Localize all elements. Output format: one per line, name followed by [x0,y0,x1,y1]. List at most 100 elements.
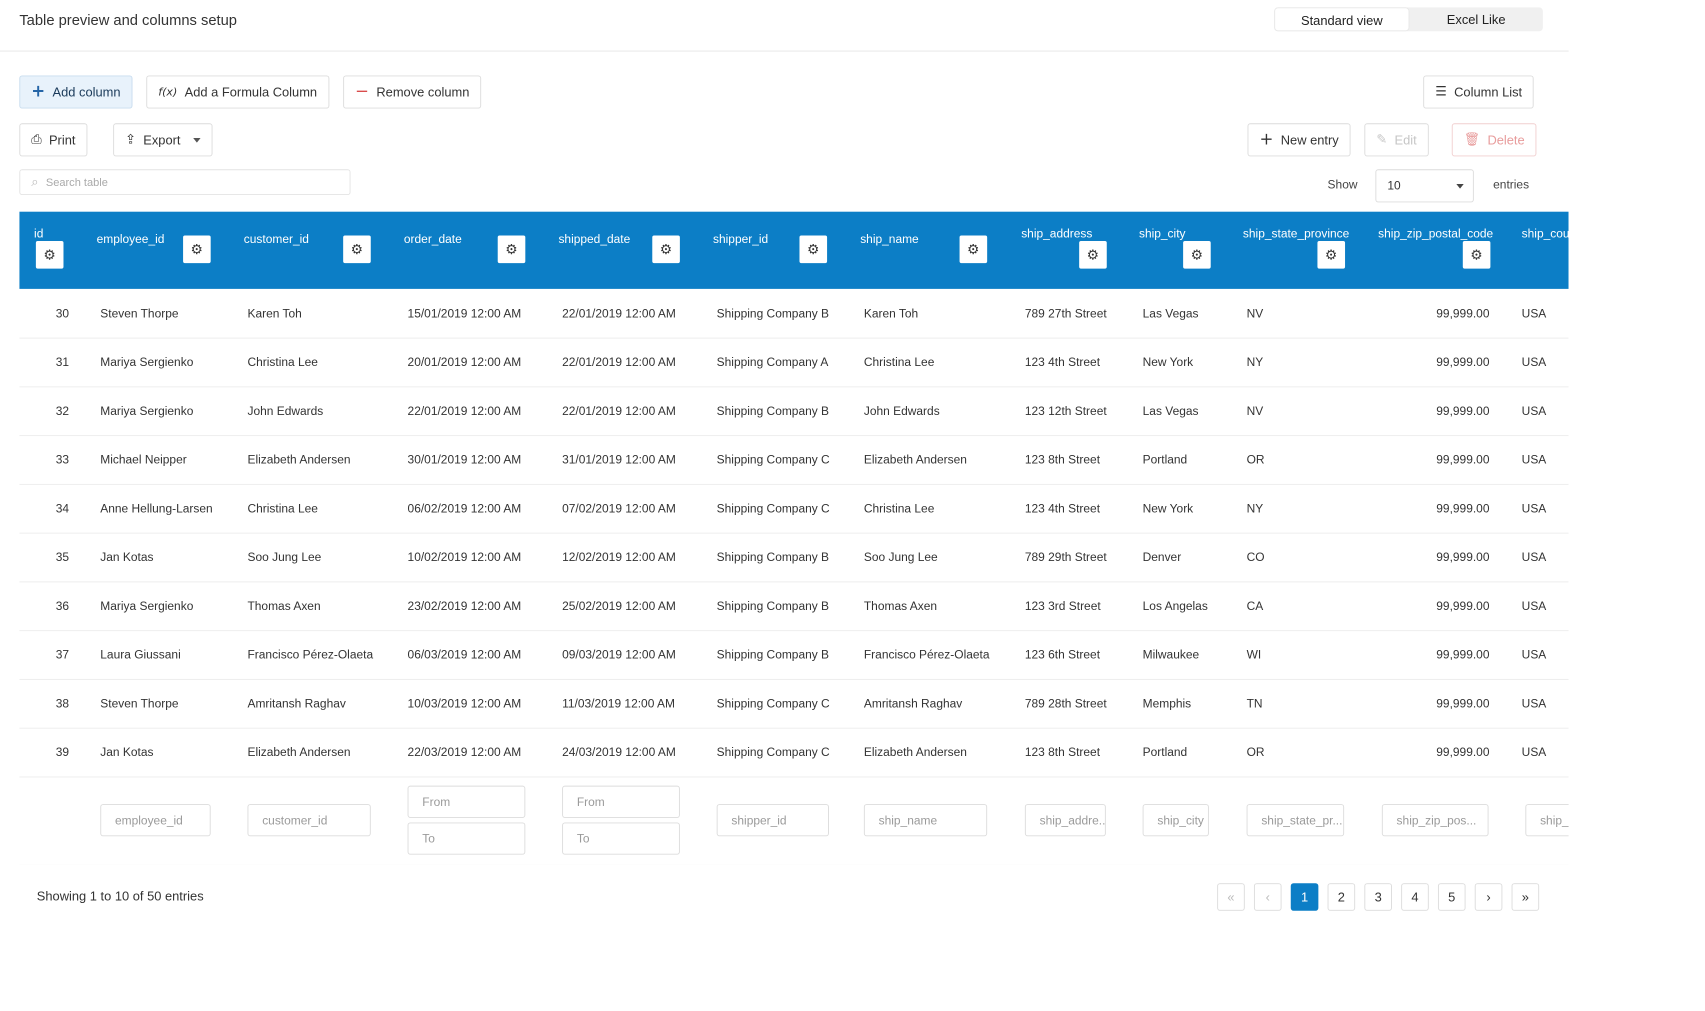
cell-shipped-date: 07/02/2019 12:00 AM [562,501,676,516]
export-button[interactable]: ⇪ Export [113,123,213,157]
gear-icon[interactable]: ⚙ [1183,241,1211,269]
print-button[interactable]: ⎙ Print [19,123,88,157]
gear-icon[interactable]: ⚙ [497,235,526,264]
column-list-label: Column List [1454,84,1523,100]
chevron-down-icon [1456,184,1464,189]
col-header-ship-country[interactable]: ship_cou [1521,226,1569,241]
gear-icon[interactable]: ⚙ [1079,241,1107,269]
cell-id: 35 [55,550,69,564]
remove-column-button[interactable]: − Remove column [343,75,482,109]
col-header-ship-city[interactable]: ship_city [1138,226,1186,241]
page-4-button[interactable]: 4 [1401,883,1429,911]
cell-employee-id: Steven Thorpe [100,696,179,711]
cell-ship-state: CA [1246,598,1264,613]
shipper-id-filter[interactable]: shipper_id [716,804,829,837]
search-input[interactable]: ⌕ Search table [19,169,351,196]
entries-label: entries [1493,177,1530,192]
gear-icon[interactable]: ⚙ [1317,241,1346,269]
cell-ship-city: Portland [1142,745,1188,759]
ship-state-filter[interactable]: ship_state_pr... [1246,804,1345,837]
cell-order-date: 30/01/2019 12:00 AM [407,452,522,467]
cell-shipped-date: 24/03/2019 12:00 AM [562,745,676,759]
cell-ship-city: New York [1142,355,1194,369]
page-1-button[interactable]: 1 [1290,883,1319,911]
cell-shipped-date: 09/03/2019 12:00 AM [562,647,676,662]
cell-ship-city: Denver [1142,550,1182,564]
ship-country-filter[interactable]: ship_ [1525,804,1569,837]
table-row[interactable]: 39 Jan Kotas Elizabeth Andersen 22/03/2019 … [19,728,1569,778]
ship-name-filter[interactable]: ship_name [863,804,988,837]
delete-button[interactable]: 🗑 Delete [1451,123,1537,157]
cell-ship-zip: 99,999.00 [1436,452,1490,467]
table-row[interactable]: 38 Steven Thorpe Amritansh Raghav 10/03/201… [19,679,1569,729]
standard-view-tab[interactable]: Standard view [1274,7,1410,32]
table-row[interactable]: 32 Mariya Sergienko John Edwards 22/01/2019… [19,386,1569,437]
gear-icon[interactable]: ⚙ [1462,241,1491,269]
cell-ship-name: Thomas Axen [863,598,938,613]
cell-shipper-id: Shipping Company C [716,745,830,759]
cell-customer-id: Soo Jung Lee [247,550,322,564]
table-row[interactable]: 30 Steven Thorpe Karen Toh 15/01/2019 12:00… [19,289,1569,339]
table-row[interactable]: 33 Michael Neipper Elizabeth Andersen 30/01… [19,435,1569,485]
gear-icon[interactable]: ⚙ [799,235,828,264]
cell-ship-state: OR [1246,745,1265,759]
cell-ship-address: 123 8th Street [1024,745,1101,759]
cell-ship-name: Francisco Pérez-Olaeta [863,647,990,662]
plus-icon: + [1259,129,1274,150]
col-header-shipped-date[interactable]: shipped_date [558,231,631,246]
employee-id-filter[interactable]: employee_id [100,804,211,837]
table-row[interactable]: 37 Laura Giussani Francisco Pérez-Olaeta 06… [19,630,1569,680]
col-header-ship-state-province[interactable]: ship_state_province [1242,226,1350,241]
table-row[interactable]: 36 Mariya Sergienko Thomas Axen 23/02/2019 … [19,581,1569,632]
page-2-button[interactable]: 2 [1327,883,1356,911]
cell-ship-name: Amritansh Raghav [863,696,963,711]
cell-customer-id: Karen Toh [247,306,302,321]
table-row[interactable]: 35 Jan Kotas Soo Jung Lee 10/02/2019 12:00 … [19,533,1569,583]
edit-button[interactable]: ✎ Edit [1364,123,1429,157]
ship-zip-filter[interactable]: ship_zip_pos... [1381,804,1489,837]
shipped-date-from-filter[interactable]: From [562,785,680,818]
customer-id-filter[interactable]: customer_id [247,804,371,837]
cell-ship-zip: 99,999.00 [1436,550,1490,564]
col-header-shipper-id[interactable]: shipper_id [713,231,769,246]
cell-employee-id: Jan Kotas [100,550,154,564]
prev-page-button[interactable]: ‹ [1253,883,1282,911]
gear-icon[interactable]: ⚙ [35,241,64,269]
cell-ship-zip: 99,999.00 [1436,696,1490,711]
col-header-customer-id[interactable]: customer_id [243,231,309,246]
excel-like-tab[interactable]: Excel Like [1446,11,1506,27]
page-3-button[interactable]: 3 [1364,883,1392,911]
add-column-button[interactable]: + Add column [19,75,133,109]
cell-shipper-id: Shipping Company B [716,550,830,564]
page-5-button[interactable]: 5 [1437,883,1466,911]
gear-icon[interactable]: ⚙ [959,235,988,264]
shipped-date-to-filter[interactable]: To [562,822,680,855]
cell-shipper-id: Shipping Company B [716,306,830,321]
cell-ship-country: USA [1521,550,1547,564]
order-date-from-filter[interactable]: From [407,785,526,818]
col-header-id[interactable]: id [34,226,44,241]
col-header-order-date[interactable]: order_date [403,231,462,246]
next-page-button[interactable]: › [1474,883,1503,911]
gear-icon[interactable]: ⚙ [183,235,211,264]
table-row[interactable]: 31 Mariya Sergienko Christina Lee 20/01/201… [19,338,1569,388]
col-header-ship-zip-postal-code[interactable]: ship_zip_postal_code [1378,226,1494,241]
gear-icon[interactable]: ⚙ [343,235,371,264]
add-formula-column-button[interactable]: f(x) Add a Formula Column [146,75,330,109]
page-size-select[interactable]: 10 [1375,169,1474,203]
col-header-ship-address[interactable]: ship_address [1021,226,1093,241]
order-date-to-filter[interactable]: To [407,822,526,855]
column-list-button[interactable]: ☰ Column List [1423,75,1535,109]
first-page-button[interactable]: « [1217,883,1245,911]
new-entry-button[interactable]: + New entry [1247,123,1351,157]
page-size-value: 10 [1387,178,1401,193]
ship-address-filter[interactable]: ship_addre... [1024,804,1106,837]
add-column-label: Add column [52,84,121,100]
col-header-employee-id[interactable]: employee_id [96,231,165,246]
col-header-ship-name[interactable]: ship_name [860,231,919,246]
ship-city-filter[interactable]: ship_city [1142,804,1209,837]
last-page-button[interactable]: » [1511,883,1540,911]
gear-icon[interactable]: ⚙ [652,235,680,264]
table-row[interactable]: 34 Anne Hellung-Larsen Christina Lee 06/02/… [19,484,1569,534]
cell-ship-city: Las Vegas [1142,403,1199,418]
